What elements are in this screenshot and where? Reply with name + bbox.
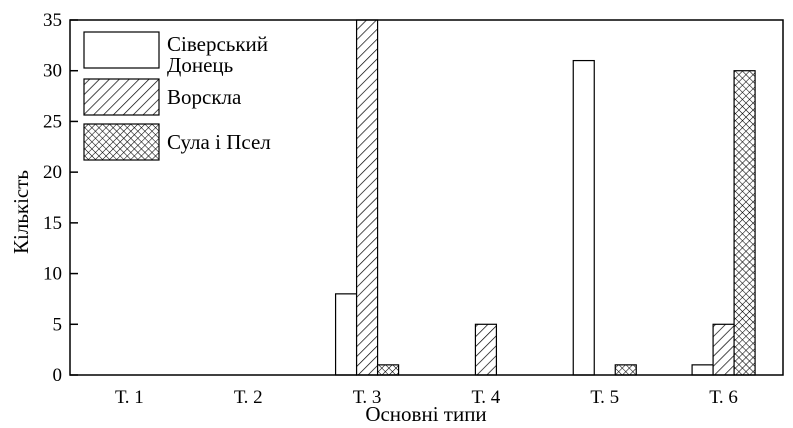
plot-frame — [69, 19, 784, 376]
x-axis: Т. 1 Т. 2 Т. 3 Т. 4 Т. 5 Т. 6 — [115, 387, 738, 408]
y-tick-label: 10 — [43, 264, 62, 285]
bar-2-3 — [355, 19, 379, 376]
y-axis: 0 5 10 15 20 25 30 35 — [43, 10, 78, 386]
y-tick-label: 5 — [53, 314, 63, 335]
legend-label: Сула і Псел — [167, 130, 271, 154]
bar-2-6 — [712, 323, 735, 376]
bar-2-4 — [474, 323, 498, 376]
x-tick-label: Т. 5 — [590, 387, 619, 408]
bar-1-6 — [691, 364, 714, 376]
bar-3-5 — [614, 364, 637, 376]
legend-label: Ворскла — [167, 85, 242, 109]
legend-swatch-2 — [83, 78, 160, 116]
y-tick-label: 0 — [53, 365, 63, 386]
legend-swatch-3 — [83, 123, 160, 161]
x-axis-title: Основні типи — [365, 402, 486, 426]
x-tick-label: Т. 2 — [234, 387, 263, 408]
y-tick-label: 15 — [43, 213, 62, 234]
legend-label: Сіверський — [167, 32, 268, 56]
bar-1-3 — [334, 293, 358, 376]
x-tick-label: Т. 6 — [709, 387, 738, 408]
y-tick-label: 25 — [43, 111, 62, 132]
x-tick-label: Т. 1 — [115, 387, 144, 408]
x-tick-label: Т. 4 — [472, 387, 501, 408]
y-tick-label: 30 — [43, 61, 62, 82]
bar-3-6 — [733, 70, 756, 376]
y-tick-label: 20 — [43, 162, 62, 183]
bars-group — [334, 19, 756, 376]
bar-1-5 — [572, 59, 595, 376]
x-tick-label: Т. 3 — [353, 387, 382, 408]
legend-swatch-1 — [83, 31, 160, 69]
legend-label: Донець — [167, 53, 233, 77]
y-tick-label: 35 — [43, 10, 62, 31]
y-axis-title: Кількість — [9, 170, 33, 254]
bar-3-3 — [376, 364, 400, 376]
